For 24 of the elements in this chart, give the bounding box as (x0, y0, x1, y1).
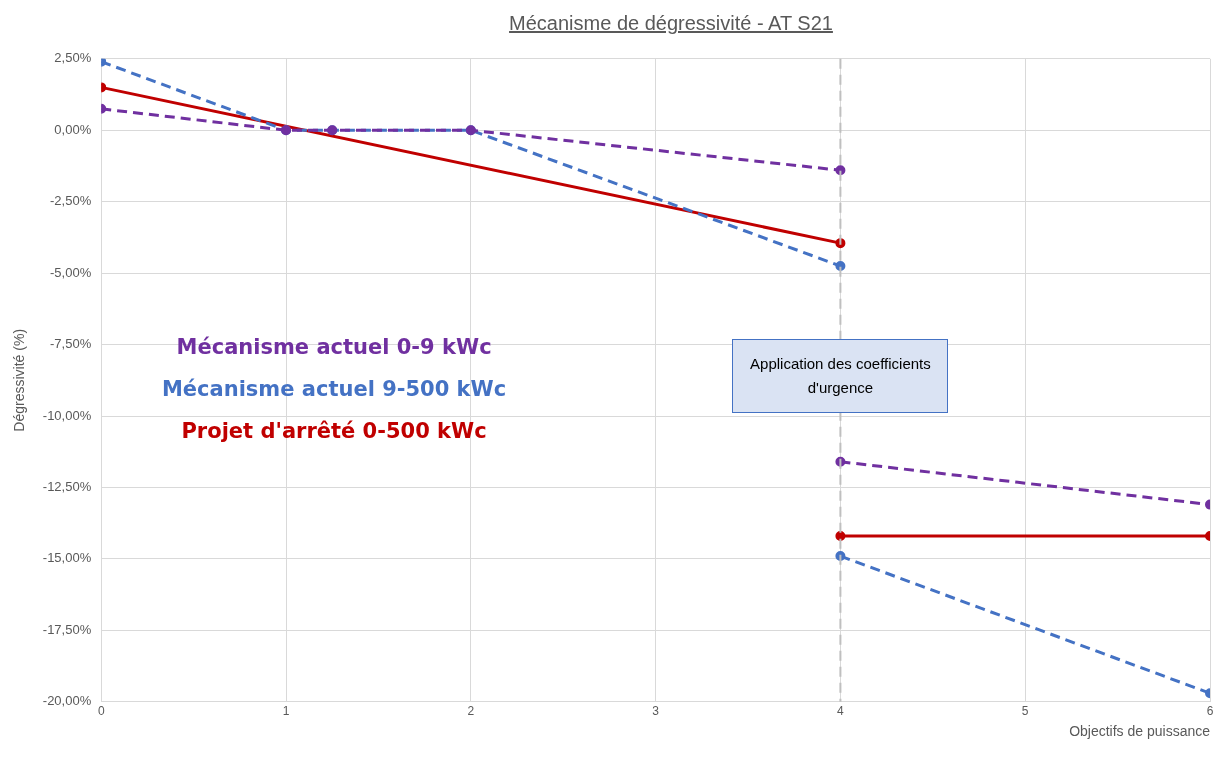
x-axis-title: Objectifs de puissance (1069, 723, 1211, 740)
x-tick-label: 5 (1021, 704, 1029, 719)
y-tick-label: -2,50% (50, 193, 92, 209)
y-tick-label: 2,50% (54, 50, 92, 66)
annotation: Application des coefficients d'urgence (732, 339, 949, 413)
x-tick-label: 3 (652, 704, 660, 719)
y-axis-title: Dégressivité (%) (11, 328, 28, 432)
text: Mécanisme actuel 0-9 kWc (176, 334, 492, 359)
y-tick-label: -10,00% (42, 407, 92, 423)
y-tick-label: -7,50% (50, 336, 92, 352)
y-tick-label: -5,00% (50, 264, 92, 280)
y-tick-label: -17,50% (42, 621, 92, 637)
x-tick-label: 0 (97, 704, 105, 719)
x-tick-label: 4 (837, 704, 845, 719)
x-tick-label: 6 (1206, 704, 1214, 719)
chart-title: Mécanisme de dégressivité - AT S21 (508, 11, 834, 36)
y-tick-label: -20,00% (42, 693, 92, 709)
x-tick-label: 2 (467, 704, 475, 719)
text: Projet d'arrêté 0-500 kWc (181, 418, 487, 443)
x-tick-label: 1 (282, 704, 290, 719)
y-tick-label: -15,00% (42, 550, 92, 566)
y-tick-label: -12,50% (42, 479, 92, 495)
y-tick-label: 0,00% (54, 121, 92, 137)
text: Mécanisme actuel 9-500 kWc (161, 376, 507, 401)
